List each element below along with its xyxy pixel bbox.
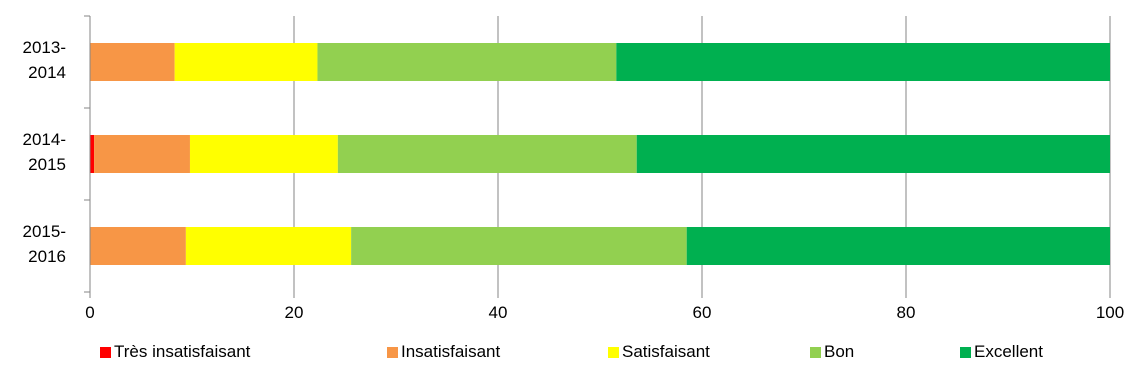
- bar-tr-s-insatisfaisant: [90, 135, 95, 173]
- legend-item: Excellent: [960, 332, 1043, 372]
- bar-bon: [351, 227, 687, 265]
- legend: Très insatisfaisant Insatisfaisant Satisfa…: [0, 332, 1131, 372]
- bar-satisfaisant: [185, 227, 352, 265]
- y-category-label: 2014-: [23, 130, 66, 149]
- bar-bon: [317, 43, 617, 81]
- bar-insatisfaisant: [90, 43, 175, 81]
- y-category-label: 2015: [28, 155, 66, 174]
- legend-swatch: [608, 346, 619, 358]
- y-category-label: 2014: [28, 63, 66, 82]
- legend-swatch: [387, 346, 398, 358]
- legend-label: Insatisfaisant: [401, 342, 501, 361]
- bar-excellent: [686, 227, 1110, 265]
- x-tick-label: 100: [1096, 303, 1124, 322]
- legend-label: Bon: [824, 342, 855, 361]
- legend-swatch: [960, 346, 971, 358]
- x-tick-label: 80: [897, 303, 916, 322]
- x-tick-label: 20: [285, 303, 304, 322]
- bars: [90, 43, 1110, 265]
- bar-excellent: [636, 135, 1110, 173]
- x-tick-label: 40: [489, 303, 508, 322]
- legend-label: Très insatisfaisant: [114, 342, 251, 361]
- axes: [84, 15, 1111, 298]
- legend-item: Très insatisfaisant: [100, 332, 250, 372]
- y-category-label: 2015-: [23, 222, 66, 241]
- legend-item: Insatisfaisant: [387, 332, 500, 372]
- axis-labels: 0 20 40 60 80 100 2013- 2014 2014- 2015 2015- 2016: [23, 38, 1125, 322]
- legend-swatch: [100, 346, 111, 358]
- legend-item: Bon: [810, 332, 854, 372]
- legend-swatch: [810, 346, 821, 358]
- x-tick-label: 0: [85, 303, 94, 322]
- bar-excellent: [616, 43, 1110, 81]
- legend-label: Satisfaisant: [622, 342, 710, 361]
- bar-satisfaisant: [174, 43, 318, 81]
- bar-insatisfaisant: [90, 227, 186, 265]
- bar-bon: [337, 135, 637, 173]
- bar-insatisfaisant: [94, 135, 190, 173]
- legend-label: Excellent: [974, 342, 1043, 361]
- y-category-label: 2016: [28, 247, 66, 266]
- x-tick-label: 60: [693, 303, 712, 322]
- y-category-label: 2013-: [23, 38, 66, 57]
- legend-item: Satisfaisant: [608, 332, 710, 372]
- stacked-bar-chart: 0 20 40 60 80 100 2013- 2014 2014- 2015 2015- 2016: [23, 15, 1125, 322]
- bar-satisfaisant: [189, 135, 338, 173]
